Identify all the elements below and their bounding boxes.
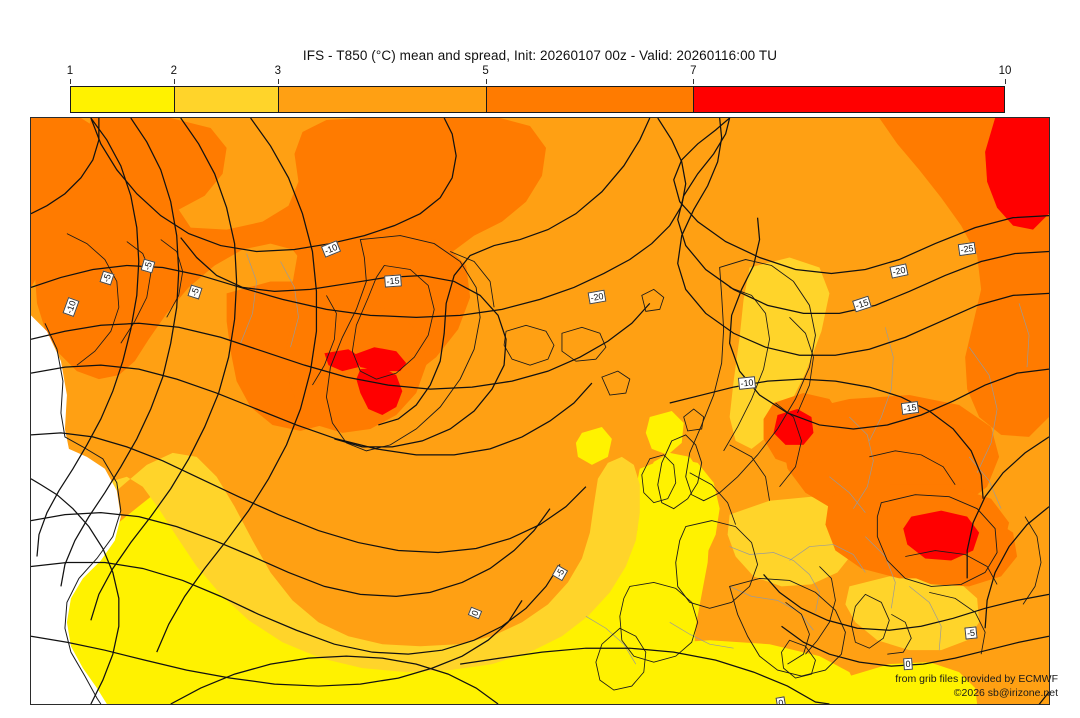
shade-1to2-tur [849, 662, 978, 704]
shade-7to10-ru1 [903, 510, 980, 561]
contour-lines [31, 118, 1049, 704]
colorbar-segment-7-10 [693, 87, 1005, 112]
colorbar-ticks: 1 2 3 5 7 10 [66, 65, 1011, 84]
shade-1to2-bi [633, 456, 720, 569]
colorbar-segment-5-7 [485, 87, 694, 112]
shade-7to10-grn1 [352, 347, 407, 372]
shade-2to3-gr [845, 574, 980, 651]
attribution: from grib files provided by ECMWF ©2026 … [895, 672, 1058, 700]
weather-map[interactable]: -10 -15 -20 -25 -20 -15 -10 -15 -10 -5 -5 -5 -5 0 -5 0 0… [30, 117, 1050, 705]
map-canvas [31, 118, 1049, 704]
contour-label: -10 [737, 376, 757, 390]
page-title: IFS - T850 (°C) mean and spread, Init: 2… [302, 48, 778, 63]
colorbar-segment-2-3 [174, 87, 279, 112]
colorbar-tick-1: 1 [66, 65, 74, 77]
shade-2to3-scan [729, 257, 830, 449]
colorbar-segment-3-5 [278, 87, 486, 112]
colorbar-tickmark-3 [277, 79, 279, 84]
contour-label: -25 [957, 241, 977, 257]
contour-label: 0 [903, 657, 913, 671]
shade-1to2-balt2 [575, 426, 612, 465]
shade-7to10-grn2 [356, 367, 403, 415]
coastlines [44, 233, 1042, 704]
colorbar-tick-3: 3 [274, 65, 281, 77]
colorbar-tick-5: 5 [482, 65, 489, 77]
colorbar-tick-10: 10 [998, 65, 1012, 77]
colorbar-tickmark-5 [485, 79, 487, 84]
shade-7to10-nl [773, 409, 814, 445]
attribution-copyright: ©2026 sb@irizone.net [953, 687, 1058, 699]
colorbar-container: 1 2 3 5 7 10 [66, 65, 1011, 115]
nodata-region [31, 315, 121, 704]
shade-7to10-grn3 [324, 349, 361, 372]
contour-label: -15 [384, 274, 402, 288]
colorbar-tickmark-2 [173, 79, 175, 84]
colorbar [70, 86, 1005, 113]
colorbar-tick-2: 2 [170, 65, 178, 77]
attribution-source: from grib files provided by ECMWF [895, 673, 1058, 685]
contour-label: -15 [900, 401, 920, 415]
colorbar-segment-1-2 [71, 87, 175, 112]
contour-label: -5 [964, 626, 978, 640]
shade-2to3-de [727, 496, 858, 587]
country-borders [240, 253, 1030, 665]
colorbar-tickmark-10 [1005, 79, 1006, 84]
shade-1to2-balt [645, 411, 684, 455]
shade-5to7-west [31, 118, 109, 288]
shade-7to10-ne-corner [985, 118, 1049, 230]
colorbar-tick-7: 7 [690, 65, 697, 77]
colorbar-tickmark-7 [693, 79, 695, 84]
colorbar-tickmark-1 [70, 79, 71, 84]
shade-2to3 [31, 452, 640, 673]
